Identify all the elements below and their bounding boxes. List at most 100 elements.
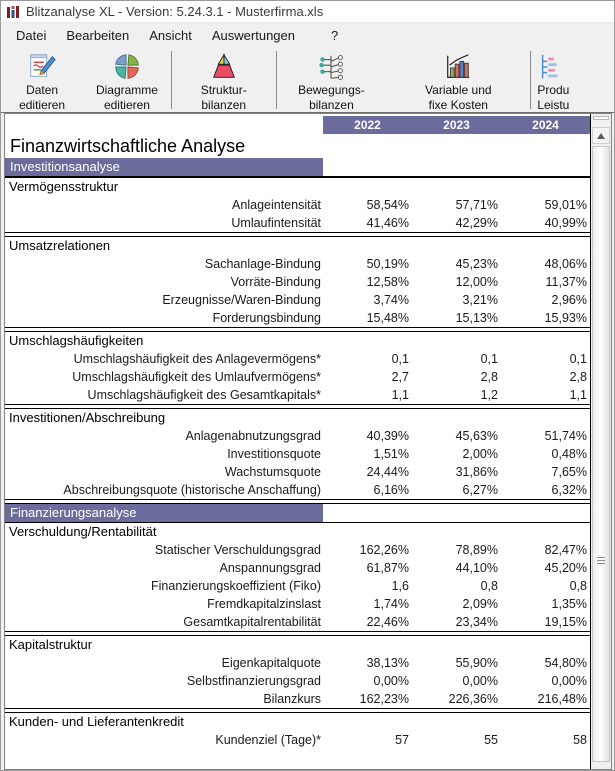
menu-bearbeiten[interactable]: Bearbeiten [66, 27, 130, 43]
row-label: Abschreibungsquote (historische Anschaff… [63, 483, 321, 497]
row-value: 57 [395, 733, 409, 747]
row-value: 3,21% [462, 293, 498, 307]
table-row: Kundenziel (Tage)* 57 55 58 [5, 731, 590, 749]
row-value: 1,2 [480, 388, 498, 402]
row-value: 1,6 [391, 579, 409, 593]
variable-fixed-costs-button[interactable]: Variable und fixe Kosten [386, 48, 530, 112]
menu-auswertungen[interactable]: Auswertungen [211, 27, 296, 43]
pie-chart-icon [112, 51, 142, 83]
section-title: Verschuldung/Rentabilität [9, 524, 157, 539]
movement-balances-button[interactable]: Bewegungs- bilanzen [277, 48, 387, 112]
row-value: 58 [573, 733, 587, 747]
row-label: Forderungsbindung [212, 311, 321, 325]
row-value: 12,00% [455, 275, 498, 289]
row-label: Umlaufintensität [231, 216, 321, 230]
row-value: 162,23% [359, 692, 409, 706]
scrollbar-thumb[interactable] [592, 146, 610, 762]
menu-bar: Datei Bearbeiten Ansicht Auswertungen ? [1, 23, 614, 47]
edit-data-label: Daten editieren [19, 83, 66, 112]
row-value: 6,27% [462, 483, 498, 497]
row-value: 58,54% [366, 198, 409, 212]
row-value: 6,32% [551, 483, 587, 497]
row-value: 44,10% [455, 561, 498, 575]
row-label: Investitionsquote [227, 447, 321, 461]
row-value: 1,35% [551, 597, 587, 611]
row-label: Anspannungsgrad [219, 561, 321, 575]
row-label: Fremdkapitalzinslast [207, 597, 321, 611]
row-value: 24,44% [366, 465, 409, 479]
row-value: 0,8 [480, 579, 498, 593]
row-value: 55 [484, 733, 498, 747]
table-row: Sachanlage-Bindung 50,19% 45,23% 48,06% [5, 255, 590, 273]
app-icon [7, 5, 19, 18]
vertical-scrollbar[interactable] [591, 114, 611, 769]
section-title: Vermögensstruktur [9, 179, 119, 194]
table-row: Investitionsquote 1,51% 2,00% 0,48% [5, 445, 590, 463]
report-area: 2022 2023 2024 Finanzwirtschaftliche Ana… [5, 114, 591, 769]
table-row: Umschlagshäufigkeit des Gesamtkapitals* 1… [5, 386, 590, 404]
split-handle-ridge [593, 116, 609, 120]
productivity-button[interactable]: Produ Leistu [531, 48, 614, 112]
edit-charts-button[interactable]: Diagramme editieren [83, 48, 171, 112]
row-value: 12,58% [366, 275, 409, 289]
row-value: 0,1 [391, 352, 409, 366]
table-row: Bilanzkurs 162,23% 226,36% 216,48% [5, 690, 590, 708]
section-separator [5, 631, 590, 636]
table-row: Erzeugnisse/Waren-Bindung 3,74% 3,21% 2,96% [5, 291, 590, 309]
section-title: Kunden- und Lieferantenkredit [9, 714, 184, 729]
table-row: Umschlagshäufigkeit des Umlaufvermögens*… [5, 368, 590, 386]
menu-help[interactable]: ? [331, 27, 339, 43]
row-value: 45,23% [455, 257, 498, 271]
row-value: 11,37% [545, 275, 587, 289]
pyramid-icon [209, 51, 239, 83]
toolbar: Daten editieren Diagramme editieren [1, 47, 614, 113]
row-value: 162,26% [359, 543, 409, 557]
row-label: Finanzierungskoeffizient (Fiko) [151, 579, 321, 593]
table-row: Abschreibungsquote (historische Anschaff… [5, 481, 590, 499]
scrollbar-grip-icon [597, 557, 605, 566]
year-header-band: 2022 2023 2024 [323, 116, 590, 134]
report-title: Finanzwirtschaftliche Analyse [10, 136, 246, 156]
menu-ansicht[interactable]: Ansicht [149, 27, 192, 43]
row-label: Umschlagshäufigkeit des Gesamtkapitals* [87, 388, 321, 402]
scroll-up-button[interactable] [592, 127, 610, 144]
clipped-chart-icon [537, 51, 567, 83]
row-value: 0,00% [551, 674, 587, 688]
row-value: 15,13% [455, 311, 498, 325]
row-label: Eigenkapitalquote [221, 656, 321, 670]
structure-balances-label: Struktur- bilanzen [200, 83, 247, 112]
table-row: Selbstfinanzierungsgrad 0,00% 0,00% 0,00% [5, 672, 590, 690]
horizontal-rule [5, 176, 590, 178]
row-value: 2,00% [462, 447, 498, 461]
menu-datei[interactable]: Datei [16, 27, 47, 43]
section-title: Umsatzrelationen [9, 238, 111, 253]
document-pencil-icon [27, 51, 57, 83]
report-body: Investitionsanalyse Vermögensstruktur Anla… [5, 158, 590, 749]
row-value: 42,29% [455, 216, 498, 230]
row-value: 38,13% [366, 656, 409, 670]
row-value: 2,96% [551, 293, 587, 307]
row-value: 40,39% [366, 429, 409, 443]
row-value: 57,71% [455, 198, 498, 212]
row-value: 51,74% [544, 429, 587, 443]
toolbar-separator [170, 51, 172, 109]
row-label: Selbstfinanzierungsgrad [186, 674, 321, 688]
year-2022: 2022 [354, 118, 381, 132]
row-value: 15,93% [544, 311, 587, 325]
scrollbar-split-handle[interactable] [591, 114, 611, 127]
section-separator [5, 232, 590, 237]
row-value: 61,87% [366, 561, 409, 575]
node-tree-icon [316, 51, 346, 83]
row-value: 23,34% [455, 615, 498, 629]
row-value: 55,90% [455, 656, 498, 670]
title-bar: Blitzanalyse XL - Version: 5.24.3.1 - Mu… [1, 1, 614, 23]
row-value: 216,48% [537, 692, 587, 706]
row-value: 6,16% [373, 483, 409, 497]
table-row: Finanzierungskoeffizient (Fiko) 1,6 0,8 0,8 [5, 577, 590, 595]
row-value: 226,36% [448, 692, 498, 706]
edit-data-button[interactable]: Daten editieren [1, 48, 83, 112]
toolbar-separator [530, 51, 532, 109]
row-label: Gesamtkapitalrentabilität [183, 615, 321, 629]
structure-balances-button[interactable]: Struktur- bilanzen [172, 48, 276, 112]
bar-chart-icon [443, 51, 473, 83]
